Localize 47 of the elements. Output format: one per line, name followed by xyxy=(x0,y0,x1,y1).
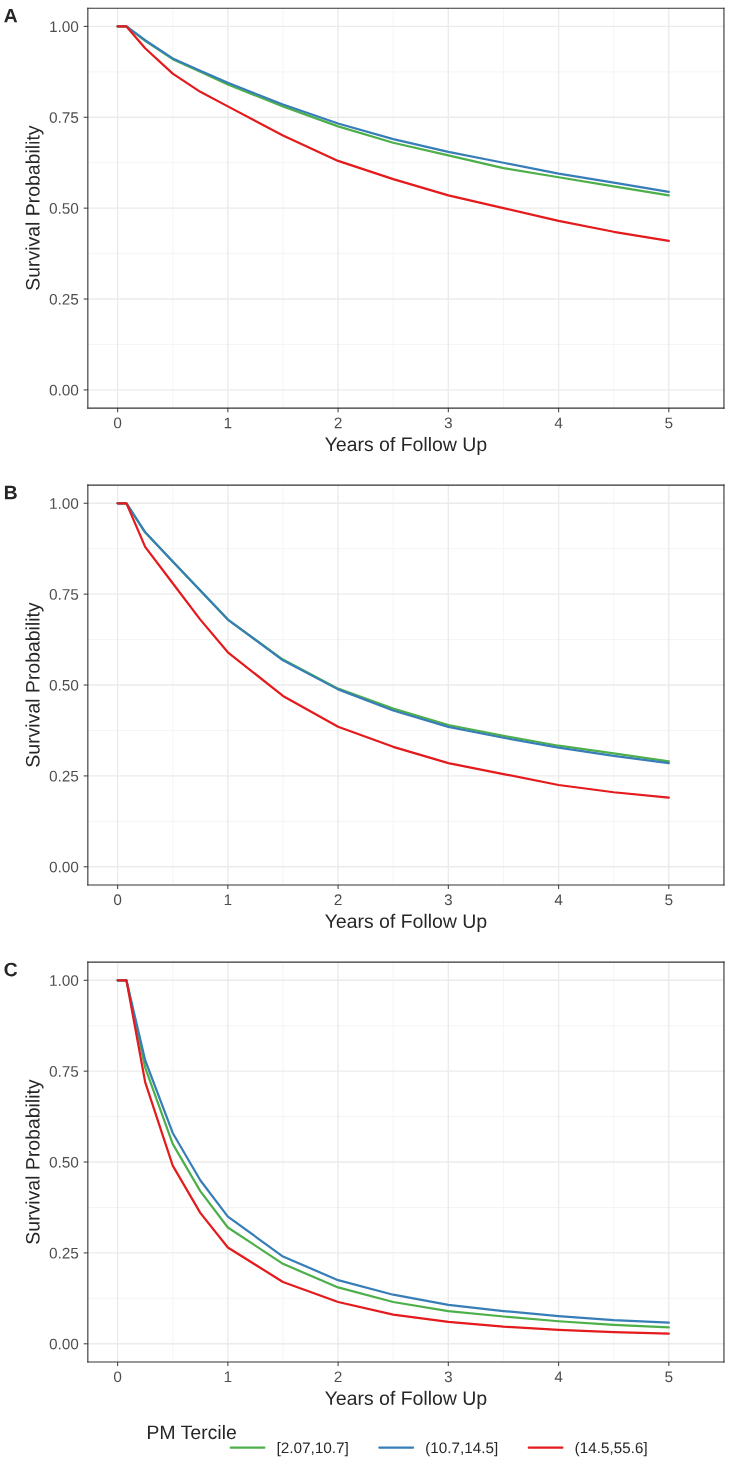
y-tick-label: 0.75 xyxy=(49,112,79,123)
legend-label: (14.5,55.6] xyxy=(575,1442,647,1457)
y-tick-label: 1.00 xyxy=(50,975,79,986)
x-tick-label: 0 xyxy=(113,1371,122,1383)
y-tick-label: 0.50 xyxy=(49,203,79,214)
x-axis-title: Years of Follow Up xyxy=(325,913,487,932)
x-tick-label: 3 xyxy=(444,894,452,906)
y-tick-label: 0.00 xyxy=(49,1338,79,1350)
y-axis-title: Survival Probability xyxy=(25,125,44,290)
x-tick-label: 2 xyxy=(334,1371,342,1383)
x-axis-title: Years of Follow Up xyxy=(325,436,487,456)
y-tick-label: 0.75 xyxy=(49,589,79,600)
x-tick-label: 4 xyxy=(554,894,563,906)
chart-title: B xyxy=(4,485,17,500)
x-tick-label: 0 xyxy=(113,894,122,906)
y-tick-label: 0.25 xyxy=(49,293,79,305)
y-axis-title: Survival Probability xyxy=(25,602,44,767)
x-tick-label: 3 xyxy=(444,417,452,429)
y-tick-label: 0.25 xyxy=(49,1247,79,1259)
y-tick-label: 1.00 xyxy=(50,498,79,509)
y-tick-label: 0.75 xyxy=(49,1066,79,1077)
y-tick-label: 1.00 xyxy=(50,21,79,33)
x-tick-label: 5 xyxy=(665,417,673,429)
chart-title: C xyxy=(4,962,18,977)
x-tick-label: 3 xyxy=(444,1371,452,1383)
x-tick-label: 2 xyxy=(334,894,342,906)
x-tick-label: 0 xyxy=(113,417,122,429)
chart-title: A xyxy=(4,8,18,23)
x-axis-title: Years of Follow Up xyxy=(325,1390,487,1409)
x-tick-label: 4 xyxy=(554,1371,563,1383)
x-tick-label: 5 xyxy=(665,894,673,906)
y-axis-title: Survival Probability xyxy=(25,1079,44,1244)
legend-label: [2.07,10.7] xyxy=(277,1442,348,1457)
x-tick-label: 1 xyxy=(224,417,232,429)
x-tick-label: 5 xyxy=(665,1371,673,1383)
x-tick-label: 4 xyxy=(554,417,563,429)
y-tick-label: 0.00 xyxy=(49,861,79,873)
y-tick-label: 0.00 xyxy=(49,384,79,396)
x-tick-label: 1 xyxy=(224,1371,232,1383)
y-tick-label: 0.25 xyxy=(49,770,79,782)
y-tick-label: 0.50 xyxy=(49,679,79,691)
y-tick-label: 0.50 xyxy=(49,1156,79,1168)
line-series xyxy=(116,25,670,242)
legend-title: PM Tercile xyxy=(148,1424,236,1440)
x-tick-label: 2 xyxy=(334,417,342,429)
legend-label: (10.7,14.5] xyxy=(426,1442,498,1457)
x-tick-label: 1 xyxy=(224,894,232,906)
